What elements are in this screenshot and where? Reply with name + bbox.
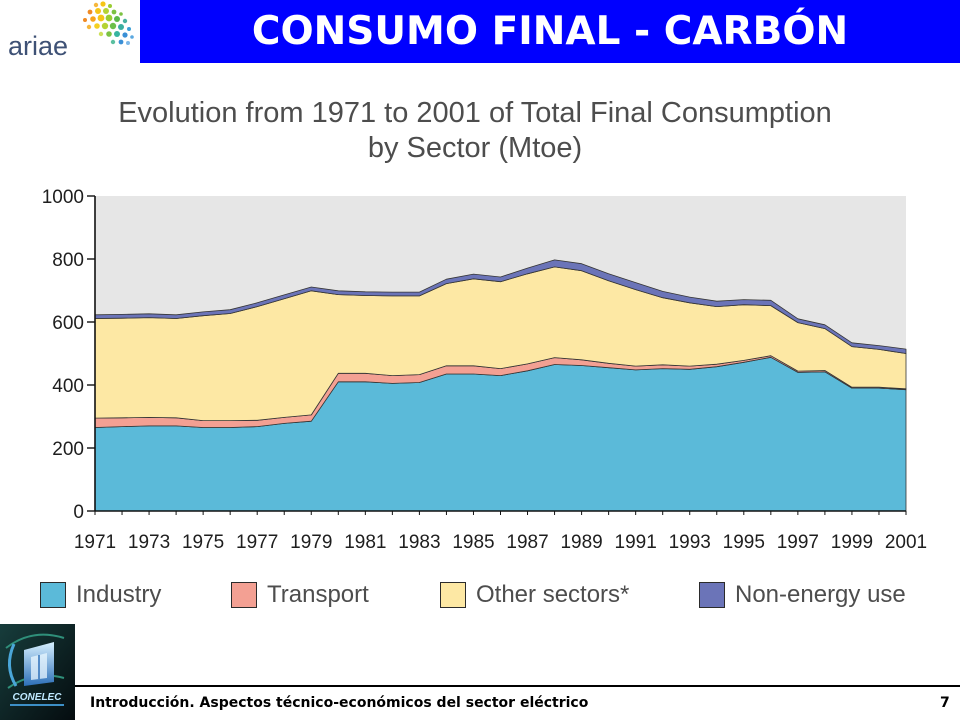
x-tick-label: 1971 xyxy=(74,532,116,553)
legend-swatch-industry xyxy=(40,582,66,608)
x-tick-label: 2001 xyxy=(885,532,927,553)
logo-dot xyxy=(87,9,93,15)
conelec-logo: CONELEC xyxy=(0,624,75,720)
y-tick-label: 1000 xyxy=(42,187,84,208)
logo-dot xyxy=(118,39,124,45)
logo-dot xyxy=(111,9,117,15)
x-tick-label: 1991 xyxy=(615,532,657,553)
logo-dot xyxy=(105,14,113,22)
page-number: 7 xyxy=(940,695,950,711)
logo-arc xyxy=(5,633,65,649)
x-tick-label: 1999 xyxy=(831,532,873,553)
logo-text: CONELEC xyxy=(13,692,63,703)
legend-item-non-energy-use: Non-energy use xyxy=(699,581,906,609)
x-tick-label: 1981 xyxy=(344,532,386,553)
footer-divider xyxy=(75,685,960,687)
logo-dot xyxy=(110,39,116,45)
logo-dot xyxy=(119,12,123,16)
logo-dot xyxy=(127,27,131,31)
logo-dot xyxy=(118,24,124,30)
legend-label-non-energy-use: Non-energy use xyxy=(735,581,906,608)
footer-text: Introducción. Aspectos técnico-económico… xyxy=(90,695,589,711)
title-banner: CONSUMO FINAL - CARBÓN xyxy=(140,0,960,63)
legend-label-transport: Transport xyxy=(267,581,369,608)
y-tick-label: 600 xyxy=(52,313,84,334)
x-tick-label: 1985 xyxy=(452,532,494,553)
y-axis: 0 200 400 600 800 1000 xyxy=(42,187,95,523)
area-non-energy-use xyxy=(94,259,907,354)
logo-dot xyxy=(108,4,112,8)
logo-dot xyxy=(101,22,109,30)
legend-swatch-other-sectors xyxy=(440,582,466,608)
x-tick-label: 1993 xyxy=(669,532,711,553)
x-axis: 1971 1973 1975 1977 1979 1981 1983 1985 1987 1989… xyxy=(74,511,927,553)
logo-dot xyxy=(97,14,105,22)
x-tick-label: 1997 xyxy=(777,532,819,553)
logo-dot xyxy=(83,18,87,22)
logo-dot xyxy=(95,8,101,14)
slide-title: CONSUMO FINAL - CARBÓN xyxy=(251,9,849,54)
chart-title: Evolution from 1971 to 2001 of Total Fin… xyxy=(0,96,950,166)
legend-swatch-transport xyxy=(231,582,257,608)
x-tick-label: 1995 xyxy=(723,532,765,553)
logo-arc xyxy=(8,643,18,687)
logo-dots xyxy=(83,1,134,45)
logo-dot xyxy=(126,41,130,45)
x-tick-label: 1977 xyxy=(236,532,278,553)
legend-item-industry: Industry xyxy=(40,581,161,609)
logo-text: ariae xyxy=(8,31,68,61)
chart-title-line-1: Evolution from 1971 to 2001 of Total Fin… xyxy=(118,97,832,129)
logo-dot xyxy=(122,32,128,38)
y-tick-label: 400 xyxy=(52,376,84,397)
logo-dot xyxy=(93,2,99,8)
legend-item-other-sectors: Other sectors* xyxy=(440,581,629,609)
legend-label-industry: Industry xyxy=(76,581,162,608)
logo-underline xyxy=(10,704,64,706)
logo-dot xyxy=(103,8,109,14)
chart-title-line-2: by Sector (Mtoe) xyxy=(367,132,583,164)
logo-dot xyxy=(98,31,104,37)
logo-dot xyxy=(90,16,96,22)
legend-swatch-non-energy-use xyxy=(699,582,725,608)
logo-dot xyxy=(100,1,106,7)
y-tick-label: 800 xyxy=(52,250,84,271)
logo-dot xyxy=(130,35,134,39)
y-tick-label: 200 xyxy=(52,439,84,460)
logo-dot xyxy=(106,31,112,37)
legend-label-other-sectors: Other sectors* xyxy=(476,581,630,608)
chart: 0 200 400 600 800 1000 1971 1973 1975 1977 1979 198… xyxy=(42,187,927,553)
y-tick-label: 0 xyxy=(73,502,84,523)
x-tick-label: 1983 xyxy=(398,532,440,553)
logo-dot xyxy=(86,24,92,30)
x-tick-label: 1975 xyxy=(182,532,224,553)
ariae-logo: ariae xyxy=(8,1,134,61)
logo-dot xyxy=(114,16,120,22)
logo-dot xyxy=(122,18,128,24)
logo-dot xyxy=(94,23,100,29)
logo-dot xyxy=(109,22,117,30)
legend-item-transport: Transport xyxy=(231,581,369,609)
chart-legend: Industry Transport Other sectors* Non-en… xyxy=(0,580,960,612)
x-tick-label: 1979 xyxy=(290,532,332,553)
x-tick-label: 1987 xyxy=(506,532,548,553)
x-tick-label: 1973 xyxy=(128,532,170,553)
x-tick-label: 1989 xyxy=(560,532,602,553)
logo-dot xyxy=(114,31,120,37)
